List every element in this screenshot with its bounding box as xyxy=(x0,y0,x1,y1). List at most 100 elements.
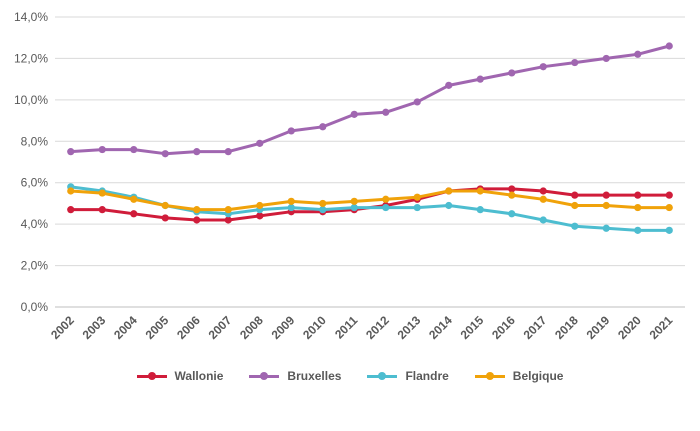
data-point-bruxelles xyxy=(476,75,484,83)
data-point-belgique xyxy=(571,201,579,210)
data-point-flandre xyxy=(350,203,358,212)
data-point-belgique xyxy=(665,203,673,212)
y-tick-label: 14,0% xyxy=(14,10,48,24)
data-point-wallonie xyxy=(224,216,232,224)
data-point-flandre xyxy=(476,206,484,214)
series-lines xyxy=(67,42,673,234)
x-tick-label: 2015 xyxy=(458,313,487,342)
x-tick-label: 2019 xyxy=(584,313,613,342)
x-tick-label: 2020 xyxy=(615,313,644,342)
data-point-flandre xyxy=(539,216,547,224)
data-point-flandre xyxy=(445,201,453,210)
data-point-bruxelles xyxy=(350,110,358,118)
data-point-bruxelles xyxy=(161,150,169,158)
legend-swatch xyxy=(474,371,505,380)
data-point-bruxelles xyxy=(256,139,264,147)
x-tick-label: 2004 xyxy=(111,313,140,342)
data-point-flandre xyxy=(665,226,673,234)
x-tick-label: 2011 xyxy=(332,313,361,342)
data-point-wallonie xyxy=(634,191,642,199)
data-point-flandre xyxy=(634,226,642,234)
data-point-flandre xyxy=(382,203,390,212)
data-point-flandre xyxy=(571,222,579,230)
x-tick-label: 2007 xyxy=(206,313,235,342)
x-tick-label: 2009 xyxy=(269,313,298,342)
line-chart: 0,0% 2,0% 4,0% 6,0% 8,0% 10,0% 12,0% 14,0% 2002… xyxy=(14,10,685,342)
x-tick-label: 2012 xyxy=(363,313,392,342)
data-point-belgique xyxy=(224,206,232,214)
data-point-belgique xyxy=(161,201,169,210)
gridlines xyxy=(55,16,685,308)
data-point-bruxelles xyxy=(193,148,201,156)
series-flandre xyxy=(67,183,673,234)
data-point-bruxelles xyxy=(539,63,547,71)
x-tick-label: 2003 xyxy=(80,313,109,342)
x-tick-label: 2006 xyxy=(174,313,203,342)
legend-label: Bruxelles xyxy=(287,369,342,383)
legend-label: Flandre xyxy=(405,369,449,383)
legend-item-flandre: Flandre xyxy=(367,366,449,386)
y-tick-label: 0,0% xyxy=(21,300,49,314)
data-point-bruxelles xyxy=(98,145,106,154)
legend-swatch xyxy=(367,371,398,380)
x-tick-label: 2008 xyxy=(237,313,266,342)
data-point-bruxelles xyxy=(287,127,295,135)
data-point-bruxelles xyxy=(445,81,453,89)
data-point-wallonie xyxy=(67,206,75,214)
data-point-belgique xyxy=(539,195,547,203)
y-tick-label: 12,0% xyxy=(14,51,48,65)
data-point-belgique xyxy=(508,191,516,199)
data-point-bruxelles xyxy=(130,145,138,154)
data-point-wallonie xyxy=(193,216,201,224)
data-point-bruxelles xyxy=(665,42,673,50)
y-axis-ticks: 0,0% 2,0% 4,0% 6,0% 8,0% 10,0% 12,0% 14,0% xyxy=(14,10,48,314)
series-bruxelles xyxy=(67,42,673,158)
data-point-wallonie xyxy=(130,210,138,218)
data-point-belgique xyxy=(193,206,201,214)
x-tick-label: 2021 xyxy=(647,313,676,342)
legend-item-bruxelles: Bruxelles xyxy=(249,366,341,386)
series-line-bruxelles xyxy=(70,44,670,156)
legend-item-belgique: Belgique xyxy=(474,366,564,386)
data-point-wallonie xyxy=(508,185,516,193)
data-point-flandre xyxy=(602,224,610,232)
data-point-bruxelles xyxy=(319,123,327,131)
data-point-flandre xyxy=(319,206,327,214)
data-point-bruxelles xyxy=(413,98,421,106)
legend-swatch xyxy=(136,371,167,380)
data-point-flandre xyxy=(508,210,516,218)
data-point-bruxelles xyxy=(571,58,579,67)
x-tick-label: 2017 xyxy=(521,313,550,342)
x-axis-ticks: 2002 2003 2004 2005 2006 2007 2008 2009 2010 2011… xyxy=(48,313,676,342)
legend-label: Belgique xyxy=(512,369,564,383)
data-point-bruxelles xyxy=(508,69,516,77)
data-point-bruxelles xyxy=(634,50,642,58)
data-point-belgique xyxy=(350,197,358,205)
data-point-belgique xyxy=(445,187,453,195)
data-point-wallonie xyxy=(539,187,547,195)
data-point-bruxelles xyxy=(67,148,75,156)
data-point-bruxelles xyxy=(382,108,390,116)
data-point-wallonie xyxy=(571,191,579,199)
data-point-wallonie xyxy=(98,206,106,214)
legend-item-wallonie: Wallonie xyxy=(136,366,223,386)
y-tick-label: 8,0% xyxy=(21,134,49,148)
data-point-belgique xyxy=(256,201,264,210)
data-point-belgique xyxy=(98,189,106,197)
data-point-flandre xyxy=(413,203,421,212)
data-point-wallonie xyxy=(602,191,610,199)
y-tick-label: 4,0% xyxy=(21,217,49,231)
x-tick-label: 2013 xyxy=(395,313,424,342)
x-tick-label: 2014 xyxy=(426,313,455,342)
y-tick-label: 2,0% xyxy=(21,259,49,273)
data-point-belgique xyxy=(130,195,138,203)
x-tick-label: 2010 xyxy=(300,313,329,342)
data-point-belgique xyxy=(319,199,327,208)
x-tick-label: 2018 xyxy=(552,313,581,342)
data-point-bruxelles xyxy=(602,54,610,63)
data-point-bruxelles xyxy=(224,148,232,156)
data-point-flandre xyxy=(287,203,295,212)
data-point-belgique xyxy=(67,187,75,195)
x-tick-label: 2005 xyxy=(143,313,172,342)
data-point-belgique xyxy=(413,193,421,201)
